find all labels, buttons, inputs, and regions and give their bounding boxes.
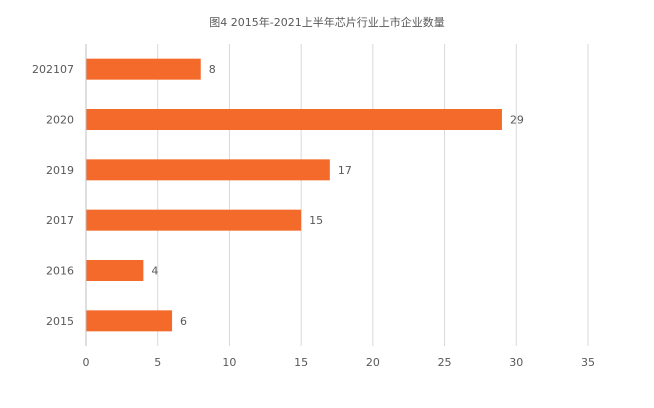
category-label-2015: 2015 [46, 315, 74, 328]
x-tick-label-15: 15 [294, 356, 308, 369]
data-label-202107: 8 [209, 63, 216, 76]
data-label-2016: 4 [151, 265, 158, 278]
category-label-202107: 202107 [32, 63, 74, 76]
chart-title: 图4 2015年-2021上半年芯片行业上市企业数量 [209, 16, 445, 29]
x-tick-label-0: 0 [83, 356, 90, 369]
data-label-2015: 6 [180, 315, 187, 328]
x-tick-label-35: 35 [581, 356, 595, 369]
category-label-2016: 2016 [46, 265, 74, 278]
x-tick-label-5: 5 [154, 356, 161, 369]
bar-2017 [86, 209, 302, 231]
x-tick-label-25: 25 [438, 356, 452, 369]
category-label-2020: 2020 [46, 114, 74, 127]
x-tick-label-10: 10 [222, 356, 236, 369]
bar-2015 [86, 310, 173, 332]
x-tick-label-30: 30 [509, 356, 523, 369]
data-label-2017: 15 [309, 214, 323, 227]
data-label-2019: 17 [338, 164, 352, 177]
x-tick-label-20: 20 [366, 356, 380, 369]
category-label-2017: 2017 [46, 214, 74, 227]
grid-lines [157, 44, 589, 346]
bars [86, 58, 502, 332]
data-label-2020: 29 [510, 114, 524, 127]
category-label-2019: 2019 [46, 164, 74, 177]
bar-202107 [86, 58, 201, 80]
bar-2020 [86, 109, 502, 130]
bar-2016 [86, 260, 144, 281]
labels: 0 5 10 15 20 25 30 35 202107 8 2020 29 2019 17 2017 15 2… [32, 63, 595, 369]
bar-2019 [86, 159, 330, 181]
